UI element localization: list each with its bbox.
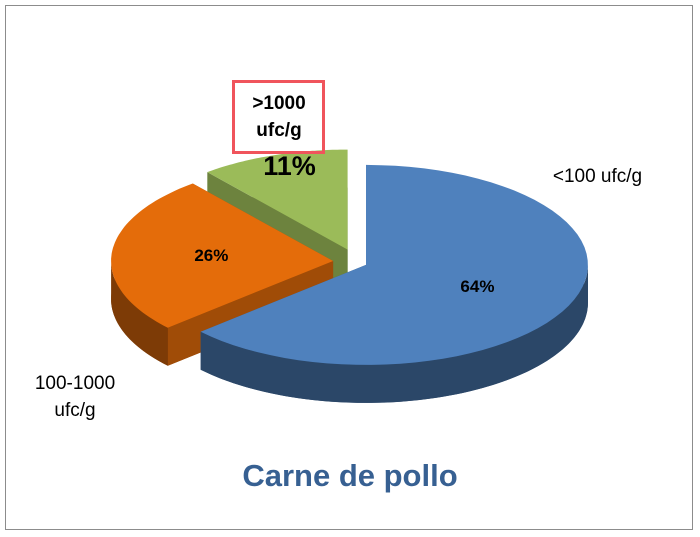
category-label: 100-1000 ufc/g: [34, 373, 116, 421]
category-label: <100 ufc/g: [552, 166, 643, 187]
highlight-box: [232, 80, 325, 154]
chart-title: Carne de pollo: [242, 458, 458, 493]
slice-wall: [200, 264, 588, 403]
chart-frame: [5, 5, 693, 530]
category-label: >1000 ufc/g: [252, 93, 306, 141]
slice-top: [207, 149, 348, 250]
slice-top: [200, 164, 588, 365]
data-label: 26%: [194, 246, 228, 265]
data-label: 64%: [460, 277, 494, 296]
slice-wall: [111, 261, 168, 366]
slice-top: [111, 183, 334, 328]
slice: [200, 164, 588, 403]
data-label: 11%: [263, 151, 316, 181]
